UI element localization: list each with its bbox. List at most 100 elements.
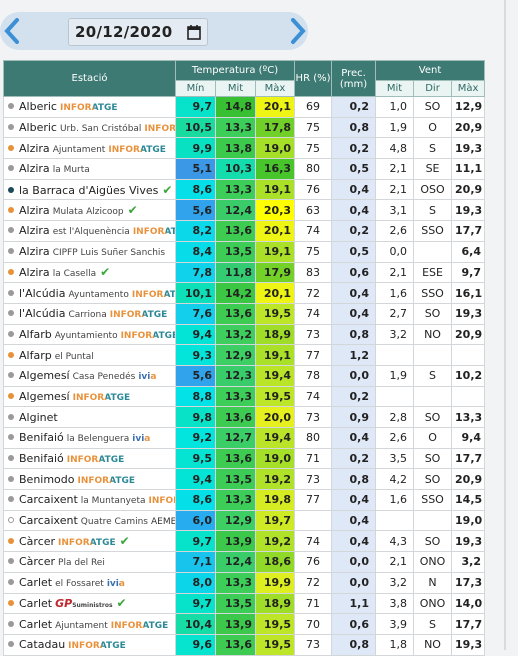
temp-max: 20,1 (254, 220, 296, 242)
humidity: 63 (294, 199, 333, 222)
temp-max: 19,1 (254, 344, 296, 366)
wind-max: 10,2 (451, 364, 486, 387)
temp-max: 19,1 (254, 240, 296, 263)
temp-min: 10,1 (175, 282, 216, 304)
station-row: Alzira Ajuntament INFORATGE 9,9 13,8 19,0 75 0,… (3, 137, 486, 160)
station-network: INFORATGE (72, 392, 131, 403)
wind-max: 19,3 (451, 530, 486, 553)
station-name: l'Alcúdia (19, 307, 66, 321)
precipitation: 0,6 (331, 261, 377, 284)
wind-dir: SO (413, 406, 453, 428)
precipitation: 0,4 (331, 302, 377, 325)
station-row: Alzira la Casella ✔ 7,8 11,8 17,9 83 0,6 2,1 ESE 9… (3, 261, 486, 284)
temp-min: 9,2 (175, 427, 216, 449)
wind-dir: SSO (413, 489, 453, 511)
temp-mean: 12,3 (215, 364, 256, 387)
header-prec: Prec. (mm) (331, 60, 377, 97)
station-dot (8, 372, 14, 379)
wind-mean: 2,1 (375, 178, 415, 201)
temp-min: 6,0 (175, 509, 216, 532)
wind-dir: S (413, 364, 453, 387)
prev-day-button[interactable] (4, 18, 20, 44)
humidity: 75 (294, 240, 333, 263)
station-row: Benifaió la Belenguera ivia 9,2 12,7 19,4 80 0,… (3, 427, 486, 449)
wind-max: 11,1 (451, 158, 486, 180)
station-dot (8, 641, 14, 648)
station-name: Alzira (19, 266, 50, 280)
station-cell: Càrcer INFORATGE ✔ (3, 530, 176, 553)
station-cell: la Barraca d'Aigües Vives ✔ (3, 178, 176, 201)
station-place: la Muntanyeta (80, 496, 146, 507)
wind-dir: ONO (413, 551, 453, 573)
humidity: 83 (294, 261, 333, 284)
temp-max: 19,5 (254, 385, 296, 408)
precipitation: 0,2 (331, 137, 377, 160)
station-dot (8, 124, 14, 131)
wind-mean (375, 344, 415, 366)
station-name: Alzira (19, 141, 50, 155)
wind-mean: 3,2 (375, 323, 415, 346)
temp-min: 9,4 (175, 468, 216, 491)
station-dot (8, 579, 14, 586)
temp-mean: 14,8 (215, 96, 256, 118)
check-icon: ✔ (119, 534, 130, 549)
temp-mean: 13,6 (215, 447, 256, 470)
humidity: 73 (294, 468, 333, 491)
station-network: INFORATGE (121, 331, 175, 341)
humidity: 74 (294, 530, 333, 553)
wind-max: 16,1 (451, 282, 486, 304)
station-place: Carriona (68, 310, 107, 321)
humidity: 80 (294, 427, 333, 449)
station-network: ivia (132, 434, 151, 445)
station-place: el Puntal (54, 351, 94, 362)
station-name: Catadau (19, 638, 66, 652)
humidity: 74 (294, 302, 333, 325)
next-day-button[interactable] (290, 18, 306, 44)
temp-mean: 13,5 (215, 468, 256, 491)
station-dot (8, 620, 14, 627)
header-wind: Vent (375, 60, 486, 81)
humidity: 77 (294, 489, 333, 511)
wind-max: 6,4 (451, 240, 486, 263)
precipitation: 0,4 (331, 427, 377, 449)
station-row: l'AlcúdiaAyuntamentoINFORATGE10,114,220,… (3, 282, 486, 304)
station-network: INFORATGE (77, 475, 136, 486)
temp-mean: 12,9 (215, 509, 256, 532)
station-network: INFORATGE (144, 124, 174, 134)
wind-dir (413, 240, 453, 263)
precipitation: 0,9 (331, 406, 377, 428)
station-dot (8, 289, 14, 296)
wind-mean (375, 509, 415, 532)
scrollbar (504, 0, 506, 650)
wind-max: 12,9 (451, 96, 486, 118)
temp-max: 17,8 (254, 116, 296, 139)
temp-min: 9,6 (175, 633, 216, 656)
temp-min: 10,5 (175, 116, 216, 139)
wind-dir: O (413, 427, 453, 449)
wind-max: 9,7 (451, 261, 486, 284)
temp-mean: 12,9 (215, 344, 256, 366)
wind-dir: SSO (413, 220, 453, 242)
wind-mean: 4,3 (375, 530, 415, 553)
temp-min: 8,6 (175, 178, 216, 201)
temp-mean: 12,4 (215, 551, 256, 573)
station-row: Càrcer Pla del Rei 7,1 12,4 18,6 76 0,0 2,1 ONO 3… (3, 551, 486, 573)
wind-dir (413, 385, 453, 408)
date-input[interactable]: 20/12/2020 (68, 18, 208, 46)
station-place: Quatre Camins (80, 517, 148, 528)
wind-mean: 1,0 (375, 96, 415, 118)
station-network: INFORATGE (109, 310, 168, 321)
wind-max: 19,3 (451, 199, 486, 222)
wind-max: 17,3 (451, 571, 486, 594)
temp-min: 10,4 (175, 613, 216, 635)
humidity: 74 (294, 385, 333, 408)
wind-max: 17,7 (451, 613, 486, 635)
humidity: 73 (294, 633, 333, 656)
wind-mean: 1,6 (375, 489, 415, 511)
station-name: Alzira (19, 245, 50, 259)
temp-max: 19,4 (254, 427, 296, 449)
check-icon: ✔ (100, 265, 111, 280)
temp-max: 19,0 (254, 447, 296, 470)
station-row: Alginet 9,8 13,6 20,0 73 0,9 2,8 SO 13,3 (3, 406, 486, 428)
